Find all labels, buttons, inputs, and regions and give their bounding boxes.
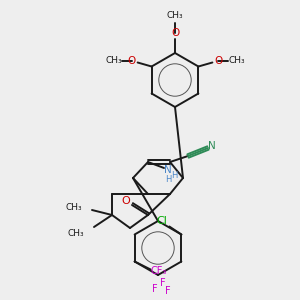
Text: H: H bbox=[171, 172, 177, 181]
Text: N: N bbox=[208, 141, 216, 151]
Text: CH₃: CH₃ bbox=[65, 203, 82, 212]
Text: CH₃: CH₃ bbox=[228, 56, 245, 65]
Text: F: F bbox=[160, 278, 165, 289]
Text: CF₃: CF₃ bbox=[150, 266, 167, 277]
Text: H: H bbox=[165, 176, 171, 184]
Text: N: N bbox=[164, 165, 172, 175]
Text: O: O bbox=[128, 56, 136, 65]
Text: CH₃: CH₃ bbox=[167, 11, 183, 20]
Text: O: O bbox=[122, 196, 130, 206]
Text: CH₃: CH₃ bbox=[68, 229, 84, 238]
Text: O: O bbox=[214, 56, 223, 65]
Text: F: F bbox=[165, 286, 170, 296]
Text: Cl: Cl bbox=[156, 215, 167, 226]
Text: O: O bbox=[171, 28, 179, 38]
Text: F: F bbox=[152, 284, 158, 295]
Text: CH₃: CH₃ bbox=[105, 56, 122, 65]
